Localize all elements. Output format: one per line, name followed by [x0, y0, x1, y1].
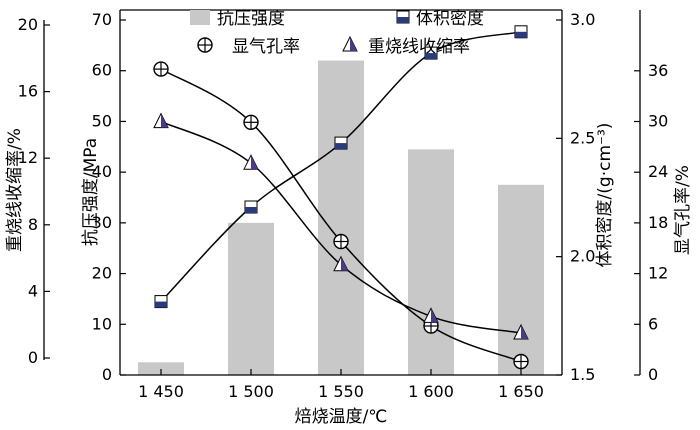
strength-tick-label: 20	[92, 264, 112, 283]
porosity-tick-label: 18	[648, 213, 668, 232]
density-tick-label: 1.5	[570, 365, 595, 384]
porosity-tick-label: 36	[648, 61, 668, 80]
marker-density	[334, 136, 348, 150]
shrinkage-tick-label: 4	[28, 281, 38, 300]
marker-density	[154, 295, 168, 309]
legend: 抗压强度 体积密度 显气孔率 重烧线收缩率	[190, 9, 484, 57]
y-axis-title-density: 体积密度/(g·cm⁻³)	[595, 123, 615, 268]
marker-shrinkage	[333, 255, 349, 272]
porosity-tick-label: 6	[648, 314, 658, 333]
shrinkage-tick-label: 8	[28, 215, 38, 234]
bar-strength	[408, 149, 454, 375]
markers-layer	[153, 25, 529, 370]
bars-layer	[138, 60, 544, 375]
porosity-tick-label: 30	[648, 112, 668, 131]
ticks-layer: 1 450 1 500 1 550 1 600 1 650010203040506070…	[18, 10, 669, 401]
marker-density	[244, 200, 258, 214]
marker-porosity	[153, 61, 169, 77]
strength-tick-label: 60	[92, 61, 112, 80]
shrinkage-tick-label: 20	[18, 15, 38, 34]
legend-marker-density	[396, 10, 410, 24]
shrinkage-tick-label: 12	[18, 148, 38, 167]
x-tick-label: 1 500	[228, 382, 274, 401]
marker-density	[514, 25, 528, 39]
strength-tick-label: 0	[102, 365, 112, 384]
shrinkage-tick-label: 0	[28, 348, 38, 367]
bar-strength	[228, 222, 274, 375]
porosity-tick-label: 24	[648, 162, 668, 181]
density-tick-label: 3.0	[570, 10, 595, 29]
marker-shrinkage	[153, 112, 169, 129]
density-tick-label: 2.5	[570, 128, 595, 147]
x-tick-label: 1 550	[318, 382, 364, 401]
marker-shrinkage	[243, 154, 259, 170]
strength-tick-label: 70	[92, 10, 112, 29]
marker-porosity	[333, 233, 349, 250]
strength-tick-label: 10	[92, 314, 112, 333]
y-axis-title-shrinkage: 重烧线收缩率/%	[5, 128, 25, 252]
marker-shrinkage	[513, 323, 529, 340]
porosity-tick-label: 12	[648, 264, 668, 283]
legend-marker-shrinkage	[342, 35, 358, 52]
marker-porosity	[513, 353, 529, 370]
bar-strength	[318, 60, 364, 375]
bar-strength	[498, 184, 544, 375]
legend-label-density: 体积密度	[416, 9, 484, 29]
legend-label-strength: 抗压强度	[217, 9, 285, 29]
bar-strength	[138, 362, 184, 375]
x-tick-label: 1 600	[408, 382, 454, 401]
porosity-tick-label: 0	[648, 365, 658, 384]
strength-tick-label: 30	[92, 213, 112, 232]
y-axis-title-strength: 抗压强度/MPa	[81, 138, 101, 246]
legend-marker-porosity	[197, 37, 213, 53]
marker-porosity	[243, 114, 259, 131]
x-tick-label: 1 650	[498, 382, 544, 401]
marker-density	[424, 46, 438, 60]
legend-label-shrinkage: 重烧线收缩率	[368, 37, 470, 57]
shrinkage-tick-label: 16	[18, 82, 38, 101]
strength-tick-label: 50	[92, 111, 112, 130]
strength-tick-label: 40	[92, 162, 112, 181]
x-axis-title: 焙烧温度/℃	[295, 407, 388, 427]
legend-label-porosity: 显气孔率	[232, 37, 300, 57]
marker-shrinkage	[423, 307, 439, 323]
legend-swatch-strength	[190, 10, 210, 25]
y-axis-title-porosity: 显气孔率/%	[673, 165, 693, 255]
density-tick-label: 2.0	[570, 247, 595, 266]
x-tick-label: 1 450	[138, 382, 184, 401]
